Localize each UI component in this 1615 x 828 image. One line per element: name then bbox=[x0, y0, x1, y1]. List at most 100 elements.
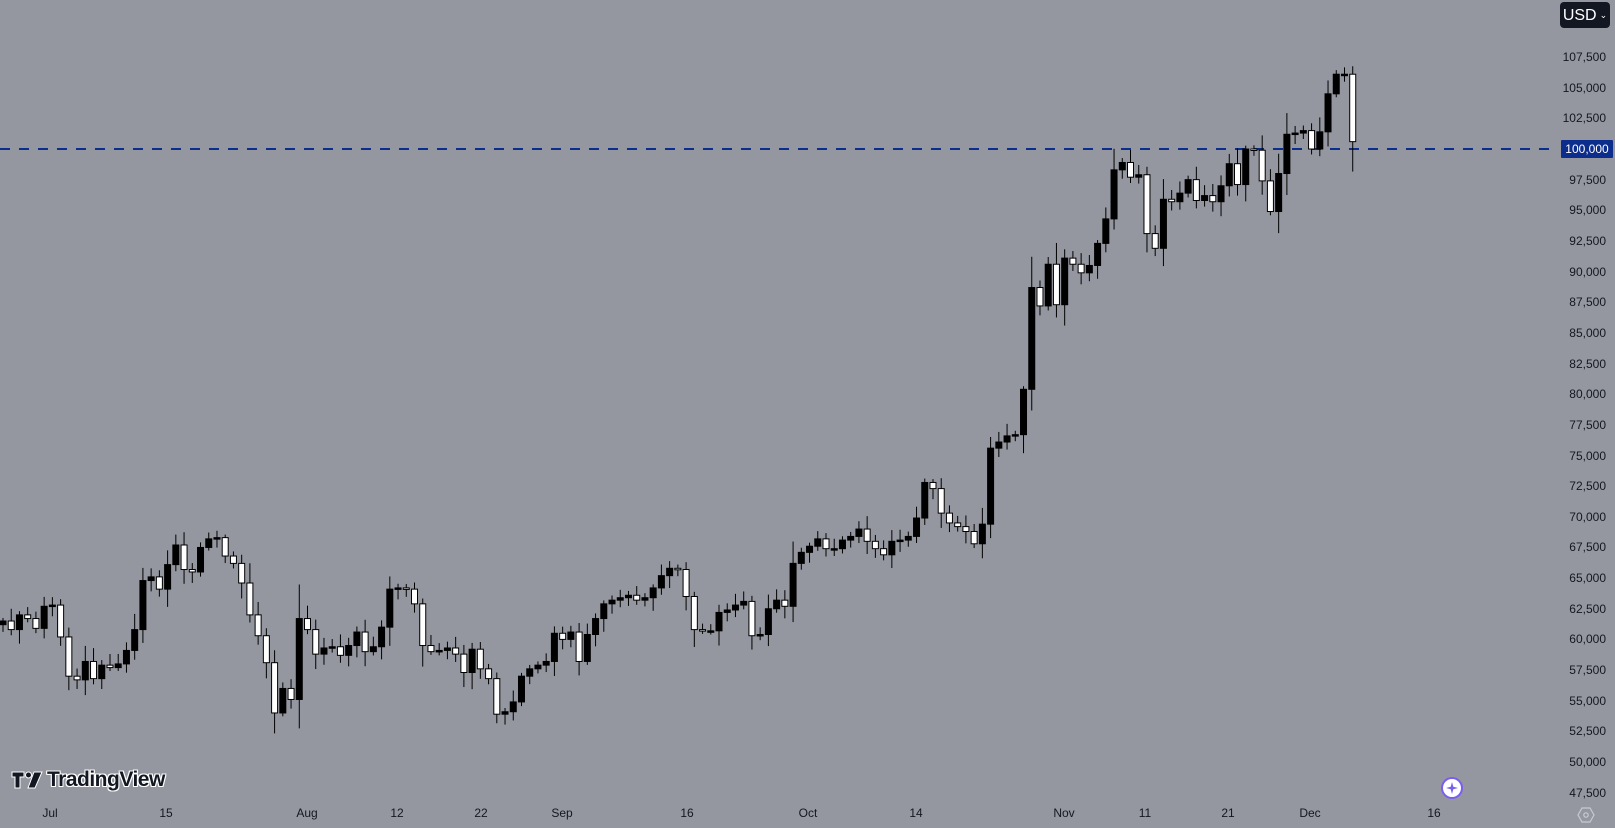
candle bbox=[485, 663, 493, 685]
candle bbox=[48, 597, 56, 617]
candle bbox=[139, 567, 147, 643]
candle bbox=[65, 627, 73, 691]
candle bbox=[1308, 123, 1316, 155]
time-tick-label: Nov bbox=[1053, 806, 1075, 820]
candle bbox=[666, 561, 674, 589]
candle bbox=[542, 653, 550, 673]
candle bbox=[1052, 242, 1060, 318]
candle bbox=[888, 530, 896, 568]
candle bbox=[559, 626, 567, 650]
candle bbox=[164, 550, 172, 607]
candle bbox=[411, 582, 418, 613]
candle bbox=[1151, 225, 1159, 257]
candle bbox=[526, 664, 534, 685]
candle bbox=[328, 639, 336, 653]
candle bbox=[197, 542, 205, 577]
time-tick-label: 21 bbox=[1221, 806, 1235, 820]
candle bbox=[1184, 175, 1192, 198]
time-tick-label: 12 bbox=[390, 806, 404, 820]
price-tick-label: 72,500 bbox=[1569, 479, 1606, 494]
candle bbox=[1225, 153, 1233, 197]
candle bbox=[1234, 148, 1241, 196]
tradingview-logo-icon bbox=[11, 771, 43, 789]
candle bbox=[402, 583, 410, 597]
time-tick-label: Jul bbox=[42, 806, 58, 820]
candle bbox=[1299, 125, 1307, 140]
price-tick-label: 57,500 bbox=[1569, 663, 1606, 678]
price-tick-label: 75,000 bbox=[1569, 448, 1606, 463]
candle bbox=[789, 541, 797, 623]
candle bbox=[312, 619, 320, 670]
currency-selector-button[interactable]: USD ⌄ bbox=[1560, 2, 1610, 28]
price-tick-label: 102,500 bbox=[1562, 111, 1606, 126]
candle bbox=[633, 586, 641, 605]
candle bbox=[550, 626, 558, 677]
time-tick-label: 11 bbox=[1138, 806, 1152, 820]
time-tick-label: 16 bbox=[680, 806, 694, 820]
horizontal-line-price-marker[interactable]: 100,000 bbox=[1561, 140, 1613, 158]
candle bbox=[1127, 149, 1135, 184]
candle bbox=[904, 531, 912, 547]
candle bbox=[1135, 165, 1143, 184]
candle bbox=[254, 601, 262, 645]
price-tick-label: 60,000 bbox=[1569, 632, 1606, 647]
candle bbox=[1085, 254, 1093, 282]
chevron-down-icon: ⌄ bbox=[1599, 10, 1608, 20]
candle bbox=[1209, 183, 1217, 212]
candle bbox=[24, 607, 32, 623]
sparkle-icon bbox=[1446, 782, 1458, 794]
tradingview-logo[interactable]: TradingView bbox=[11, 768, 165, 792]
candle bbox=[1020, 386, 1028, 454]
candle bbox=[1159, 179, 1167, 267]
candle bbox=[616, 589, 624, 608]
candle bbox=[699, 623, 707, 634]
time-axis[interactable]: Jul 15 Aug 12 22 Sep 16 Oct 14 Nov 11 21 Dec 16 bbox=[0, 800, 1555, 826]
candle bbox=[929, 479, 937, 500]
candle bbox=[1102, 207, 1110, 253]
candle bbox=[122, 642, 130, 673]
candle bbox=[1258, 135, 1266, 195]
candle bbox=[361, 619, 369, 667]
hexagon-settings-icon bbox=[1577, 807, 1595, 823]
candle bbox=[419, 598, 427, 667]
candle bbox=[106, 654, 114, 672]
candle bbox=[624, 590, 632, 606]
candle bbox=[1217, 175, 1225, 217]
candle bbox=[1011, 430, 1019, 442]
price-tick-label: 70,000 bbox=[1569, 509, 1606, 524]
candle bbox=[279, 682, 287, 717]
candle bbox=[15, 611, 23, 644]
candle bbox=[575, 623, 583, 676]
candle bbox=[1250, 145, 1258, 156]
candle bbox=[970, 524, 978, 549]
candle bbox=[1242, 145, 1250, 202]
price-tick-label: 65,000 bbox=[1569, 571, 1606, 586]
ai-assistant-button[interactable] bbox=[1441, 777, 1463, 799]
candle bbox=[1332, 70, 1340, 98]
time-tick-label: Aug bbox=[296, 806, 318, 820]
candle bbox=[476, 642, 484, 679]
candle bbox=[583, 623, 591, 665]
candle bbox=[649, 584, 657, 611]
price-tick-label: 95,000 bbox=[1569, 203, 1606, 218]
candle bbox=[567, 625, 575, 648]
candle bbox=[40, 596, 48, 639]
candle bbox=[98, 660, 106, 690]
candle bbox=[90, 648, 98, 685]
chart-pane[interactable] bbox=[0, 0, 1555, 800]
candle bbox=[1110, 148, 1118, 230]
candle bbox=[262, 628, 270, 679]
candle bbox=[1168, 189, 1176, 211]
candle bbox=[657, 564, 665, 595]
candle bbox=[1176, 181, 1184, 210]
candle bbox=[172, 534, 180, 572]
candle bbox=[748, 595, 756, 650]
candle bbox=[896, 529, 904, 552]
price-axis[interactable]: 47,500 50,000 52,500 55,000 57,500 60,000 62,5… bbox=[1555, 0, 1615, 800]
chart-settings-button[interactable] bbox=[1577, 807, 1595, 823]
candle bbox=[435, 643, 443, 656]
candle bbox=[73, 668, 81, 689]
candle bbox=[871, 534, 879, 558]
candle bbox=[978, 507, 986, 559]
candle bbox=[460, 644, 468, 688]
